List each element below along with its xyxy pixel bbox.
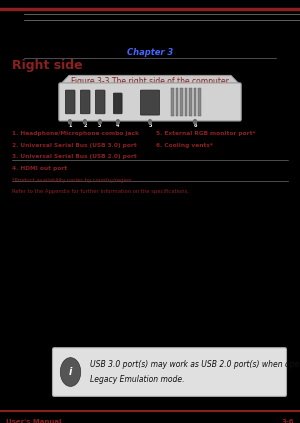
Text: Refer to the Appendix for further information on the specifications.: Refer to the Appendix for further inform… [12, 189, 189, 194]
Bar [198, 88, 201, 116]
Text: Chapter 3: Chapter 3 [127, 47, 173, 57]
Text: 6: 6 [193, 123, 197, 128]
Bar [171, 88, 174, 116]
Bar [194, 88, 196, 116]
Text: 4: 4 [116, 123, 120, 128]
Circle shape [194, 120, 196, 124]
Circle shape [116, 120, 119, 124]
Text: 2: 2 [83, 123, 87, 128]
Bar [180, 88, 183, 116]
Circle shape [60, 358, 81, 387]
Circle shape [83, 120, 86, 124]
Text: 5. External RGB monitor port*: 5. External RGB monitor port* [156, 131, 256, 136]
Circle shape [68, 120, 71, 124]
Text: 4. HDMI out port: 4. HDMI out port [12, 166, 67, 171]
Text: Right side: Right side [12, 59, 82, 72]
Text: USB 3.0 port(s) may work as USB 2.0 port(s) when operating in USB: USB 3.0 port(s) may work as USB 2.0 port… [90, 360, 300, 369]
FancyBboxPatch shape [95, 90, 105, 114]
Text: 3: 3 [98, 123, 102, 128]
Circle shape [148, 120, 152, 124]
Text: Figure 3-3 The right side of the computer: Figure 3-3 The right side of the compute… [71, 77, 229, 86]
FancyBboxPatch shape [80, 90, 90, 114]
Text: 2. Universal Serial Bus (USB 3.0) port: 2. Universal Serial Bus (USB 3.0) port [12, 143, 137, 148]
Text: 3. Universal Serial Bus (USB 2.0) port: 3. Universal Serial Bus (USB 2.0) port [12, 154, 137, 159]
Text: 3-6: 3-6 [281, 419, 294, 423]
FancyBboxPatch shape [52, 348, 286, 396]
Circle shape [98, 120, 101, 124]
Text: 5: 5 [148, 123, 152, 128]
Text: 6. Cooling vents*: 6. Cooling vents* [156, 143, 213, 148]
Bar [176, 88, 178, 116]
Text: Legacy Emulation mode.: Legacy Emulation mode. [90, 375, 184, 384]
Text: i: i [69, 367, 72, 377]
Text: *Product availability varies by country/region.: *Product availability varies by country/… [12, 178, 133, 183]
Bar [184, 88, 187, 116]
Text: User's Manual: User's Manual [6, 419, 62, 423]
FancyBboxPatch shape [113, 93, 122, 114]
FancyBboxPatch shape [65, 90, 75, 114]
Polygon shape [60, 75, 240, 85]
Text: 1. Headphone/Microphone combo jack: 1. Headphone/Microphone combo jack [12, 131, 139, 136]
FancyBboxPatch shape [59, 83, 241, 121]
Text: 1: 1 [68, 123, 72, 128]
FancyBboxPatch shape [140, 90, 160, 115]
Bar [189, 88, 192, 116]
